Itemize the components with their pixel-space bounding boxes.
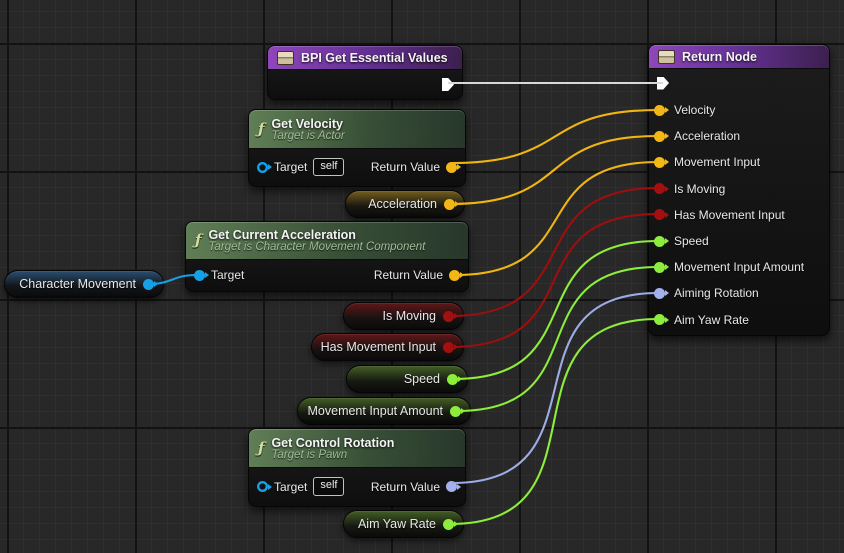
node-title: Get Control Rotation bbox=[271, 435, 395, 450]
variable-node-aim-yaw-rate[interactable]: Aim Yaw Rate bbox=[343, 510, 464, 538]
node-get-control-rotation[interactable]: ƒ Get Control Rotation Target is Pawn Ta… bbox=[248, 428, 466, 507]
pin-label: Target bbox=[274, 479, 308, 494]
node-subtitle: Target is Character Movement Component bbox=[208, 241, 426, 253]
is-moving-input-pin[interactable] bbox=[654, 183, 669, 195]
speed-input-pin[interactable] bbox=[654, 235, 669, 247]
wire-is-moving[interactable] bbox=[449, 186, 659, 318]
pin-label: Movement Input bbox=[674, 155, 761, 170]
variable-label: Acceleration bbox=[368, 197, 437, 211]
aiming-rotation-input-pin[interactable] bbox=[654, 287, 669, 299]
node-get-velocity[interactable]: ƒ Get Velocity Target is Actor Target se… bbox=[248, 109, 466, 187]
wire-speed[interactable] bbox=[453, 239, 659, 381]
variable-label: Character Movement bbox=[19, 277, 136, 291]
pin-label: Return Value bbox=[370, 479, 440, 494]
node-title: Return Node bbox=[682, 49, 757, 64]
node-return[interactable]: Return Node Velocity Acceleration Moveme… bbox=[648, 44, 830, 336]
node-get-current-acceleration[interactable]: ƒ Get Current Acceleration Target is Cha… bbox=[185, 221, 469, 292]
return-pin-row: Acceleration bbox=[649, 123, 829, 149]
output-pin[interactable] bbox=[443, 341, 458, 353]
variable-node-character-movement[interactable]: Character Movement bbox=[4, 270, 164, 298]
return-pin-row: Movement Input Amount bbox=[649, 254, 829, 280]
return-pin-row: Is Moving bbox=[649, 176, 829, 202]
node-title: Get Velocity bbox=[271, 116, 344, 131]
variable-label: Aim Yaw Rate bbox=[357, 517, 436, 531]
output-pin[interactable] bbox=[450, 405, 465, 417]
return-pin-row: Velocity bbox=[649, 97, 829, 123]
target-input-pin[interactable] bbox=[194, 269, 209, 281]
return-pin-row: Speed bbox=[649, 228, 829, 254]
target-input-pin[interactable] bbox=[257, 481, 272, 492]
wire-acceleration[interactable] bbox=[449, 134, 659, 206]
wire-movement-input[interactable] bbox=[454, 160, 659, 277]
output-pin[interactable] bbox=[443, 518, 458, 530]
movement-input-amount-input-pin[interactable] bbox=[654, 261, 669, 273]
wire-movement-input-amount[interactable] bbox=[456, 265, 659, 413]
wire-aim-yaw-rate[interactable] bbox=[449, 317, 659, 526]
acceleration-input-pin[interactable] bbox=[654, 130, 669, 142]
return-pin-row: Aim Yaw Rate bbox=[649, 307, 829, 333]
pin-label: Velocity bbox=[674, 103, 716, 118]
return-pin-row: Has Movement Input bbox=[649, 202, 829, 228]
variable-label: Has Movement Input bbox=[320, 340, 436, 354]
variable-node-speed[interactable]: Speed bbox=[346, 365, 468, 393]
pin-label: Target bbox=[211, 268, 245, 282]
function-icon: ƒ bbox=[258, 119, 265, 138]
variable-node-movement-input-amount[interactable]: Movement Input Amount bbox=[297, 397, 471, 425]
pin-label: Speed bbox=[674, 234, 709, 249]
return-pin-row: Aiming Rotation bbox=[649, 280, 829, 306]
node-subtitle: Target is Actor bbox=[271, 129, 345, 142]
pin-label: Aim Yaw Rate bbox=[674, 312, 749, 327]
wire-has-movement-input[interactable] bbox=[449, 212, 659, 349]
movement-input-input-pin[interactable] bbox=[654, 156, 669, 168]
return-value-output-pin[interactable] bbox=[446, 481, 461, 492]
node-bpi-get-essential-values[interactable]: BPI Get Essential Values bbox=[267, 45, 463, 100]
return-value-output-pin[interactable] bbox=[446, 161, 461, 173]
output-pin[interactable] bbox=[447, 373, 462, 385]
variable-node-is-moving[interactable]: Is Moving bbox=[343, 302, 464, 330]
node-title: Get Current Acceleration bbox=[208, 228, 356, 242]
velocity-input-pin[interactable] bbox=[654, 104, 669, 116]
node-subtitle: Target is Pawn bbox=[271, 448, 348, 461]
function-icon: ƒ bbox=[195, 231, 202, 249]
function-icon: ƒ bbox=[258, 438, 265, 457]
output-pin[interactable] bbox=[443, 310, 458, 322]
pin-label: Has Movement Input bbox=[674, 207, 785, 222]
return-pin-row: Movement Input bbox=[649, 149, 829, 175]
pin-label: Return Value bbox=[370, 160, 440, 174]
self-context-box[interactable]: self bbox=[313, 477, 345, 496]
function-result-icon bbox=[658, 49, 675, 64]
self-context-box[interactable]: self bbox=[313, 157, 345, 177]
return-value-output-pin[interactable] bbox=[449, 269, 464, 281]
pin-label: Acceleration bbox=[674, 129, 741, 144]
output-pin[interactable] bbox=[444, 198, 459, 210]
pin-label: Target bbox=[274, 160, 308, 174]
exec-output-pin[interactable] bbox=[442, 78, 454, 91]
variable-label: Is Moving bbox=[382, 309, 437, 323]
variable-label: Movement Input Amount bbox=[307, 404, 444, 418]
pin-label: Return Value bbox=[373, 268, 443, 282]
has-movement-input-input-pin[interactable] bbox=[654, 209, 669, 221]
pin-label: Movement Input Amount bbox=[674, 260, 805, 275]
variable-node-acceleration[interactable]: Acceleration bbox=[345, 190, 465, 218]
node-title: BPI Get Essential Values bbox=[301, 50, 448, 65]
variable-label: Speed bbox=[403, 372, 440, 386]
pin-label: Aiming Rotation bbox=[674, 286, 759, 301]
target-input-pin[interactable] bbox=[257, 162, 272, 173]
pin-label: Is Moving bbox=[674, 181, 726, 196]
wire-aiming-rotation[interactable] bbox=[451, 291, 659, 485]
wire-velocity[interactable] bbox=[451, 108, 659, 165]
output-pin[interactable] bbox=[143, 278, 158, 290]
exec-input-pin[interactable] bbox=[657, 76, 669, 90]
aim-yaw-rate-input-pin[interactable] bbox=[654, 314, 669, 326]
variable-node-has-movement-input[interactable]: Has Movement Input bbox=[311, 333, 464, 361]
function-entry-icon bbox=[277, 50, 294, 65]
